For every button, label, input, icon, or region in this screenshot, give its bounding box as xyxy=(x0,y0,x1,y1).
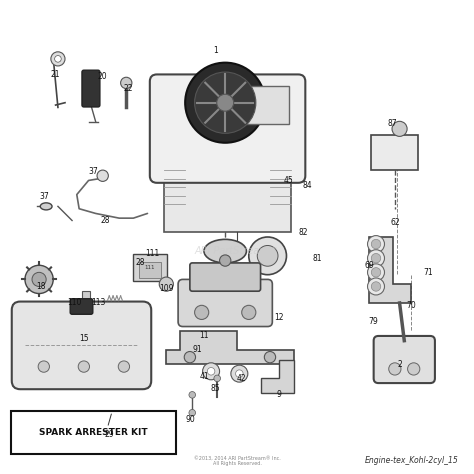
Text: 113: 113 xyxy=(91,299,105,308)
Text: 15: 15 xyxy=(79,334,89,343)
Circle shape xyxy=(371,239,381,249)
Circle shape xyxy=(371,268,381,277)
Circle shape xyxy=(195,72,256,133)
Circle shape xyxy=(408,363,420,375)
Circle shape xyxy=(367,250,384,267)
Circle shape xyxy=(236,370,243,377)
Text: 69: 69 xyxy=(364,261,374,270)
Circle shape xyxy=(242,305,256,319)
Text: 28: 28 xyxy=(136,258,145,267)
Text: 82: 82 xyxy=(298,228,308,237)
FancyBboxPatch shape xyxy=(82,70,100,107)
Circle shape xyxy=(184,352,196,363)
Text: SPARK ARRESTER KIT: SPARK ARRESTER KIT xyxy=(39,428,147,437)
Text: 2: 2 xyxy=(397,360,402,369)
Ellipse shape xyxy=(40,203,52,210)
FancyBboxPatch shape xyxy=(374,336,435,383)
Circle shape xyxy=(185,63,265,143)
Polygon shape xyxy=(369,237,411,303)
Text: 90: 90 xyxy=(185,415,195,424)
Text: 21: 21 xyxy=(51,70,60,79)
FancyBboxPatch shape xyxy=(164,171,291,232)
Text: 45: 45 xyxy=(284,176,294,185)
Text: 85: 85 xyxy=(211,384,220,393)
Text: 84: 84 xyxy=(303,181,312,190)
FancyBboxPatch shape xyxy=(371,135,419,170)
FancyBboxPatch shape xyxy=(139,262,161,278)
Text: 62: 62 xyxy=(390,219,400,228)
Text: 42: 42 xyxy=(237,374,246,383)
Circle shape xyxy=(257,246,278,266)
Circle shape xyxy=(367,264,384,281)
Circle shape xyxy=(202,363,219,380)
Text: 1: 1 xyxy=(213,46,218,55)
Circle shape xyxy=(389,363,401,375)
Circle shape xyxy=(249,237,286,275)
Text: 81: 81 xyxy=(312,254,322,263)
Text: 111: 111 xyxy=(145,265,155,270)
Circle shape xyxy=(51,52,65,66)
Circle shape xyxy=(264,352,276,363)
Circle shape xyxy=(189,410,196,416)
Polygon shape xyxy=(166,331,293,364)
Circle shape xyxy=(371,254,381,263)
FancyBboxPatch shape xyxy=(70,299,93,314)
Circle shape xyxy=(207,367,215,375)
FancyBboxPatch shape xyxy=(190,263,261,291)
Text: 20: 20 xyxy=(98,72,108,81)
Circle shape xyxy=(217,94,234,111)
Circle shape xyxy=(118,361,129,372)
Text: 111: 111 xyxy=(145,249,159,258)
Text: 29: 29 xyxy=(105,430,115,439)
FancyBboxPatch shape xyxy=(12,301,151,389)
Circle shape xyxy=(231,365,248,382)
Circle shape xyxy=(367,236,384,253)
Circle shape xyxy=(159,277,173,291)
Circle shape xyxy=(367,278,384,295)
Text: 22: 22 xyxy=(124,84,133,93)
FancyBboxPatch shape xyxy=(237,86,289,124)
Text: 71: 71 xyxy=(423,268,433,277)
Circle shape xyxy=(392,121,407,137)
FancyBboxPatch shape xyxy=(150,74,305,183)
FancyBboxPatch shape xyxy=(11,411,176,454)
Text: 28: 28 xyxy=(100,216,110,225)
Text: 11: 11 xyxy=(199,331,209,340)
Text: 37: 37 xyxy=(39,192,49,201)
FancyBboxPatch shape xyxy=(133,255,166,281)
Text: 41: 41 xyxy=(199,372,209,381)
Text: 79: 79 xyxy=(369,317,379,326)
Circle shape xyxy=(55,55,61,62)
Circle shape xyxy=(371,282,381,291)
Circle shape xyxy=(189,392,196,398)
Circle shape xyxy=(219,255,231,266)
Circle shape xyxy=(214,375,220,382)
Polygon shape xyxy=(261,359,293,392)
FancyBboxPatch shape xyxy=(178,279,273,327)
Text: 87: 87 xyxy=(388,119,397,128)
Text: 9: 9 xyxy=(277,391,282,400)
Text: 18: 18 xyxy=(36,282,46,291)
Circle shape xyxy=(195,305,209,319)
Text: 12: 12 xyxy=(274,313,284,321)
Circle shape xyxy=(78,361,90,372)
Text: 91: 91 xyxy=(192,345,202,354)
Text: ARI PartStream™: ARI PartStream™ xyxy=(195,246,279,256)
Text: Engine-tex_Kohl-2cyl_15: Engine-tex_Kohl-2cyl_15 xyxy=(365,456,458,465)
Circle shape xyxy=(120,77,132,89)
FancyBboxPatch shape xyxy=(82,291,91,305)
Text: 37: 37 xyxy=(89,166,98,175)
Circle shape xyxy=(25,265,53,293)
Circle shape xyxy=(97,170,109,182)
Circle shape xyxy=(32,273,46,286)
Ellipse shape xyxy=(204,239,246,263)
Text: 70: 70 xyxy=(407,301,416,310)
Text: 110: 110 xyxy=(67,299,82,308)
Circle shape xyxy=(38,361,49,372)
Text: 109: 109 xyxy=(159,284,173,293)
Text: ©2013, 2014 ARI PartStream® Inc.
All Rights Reserved.: ©2013, 2014 ARI PartStream® Inc. All Rig… xyxy=(193,456,281,466)
